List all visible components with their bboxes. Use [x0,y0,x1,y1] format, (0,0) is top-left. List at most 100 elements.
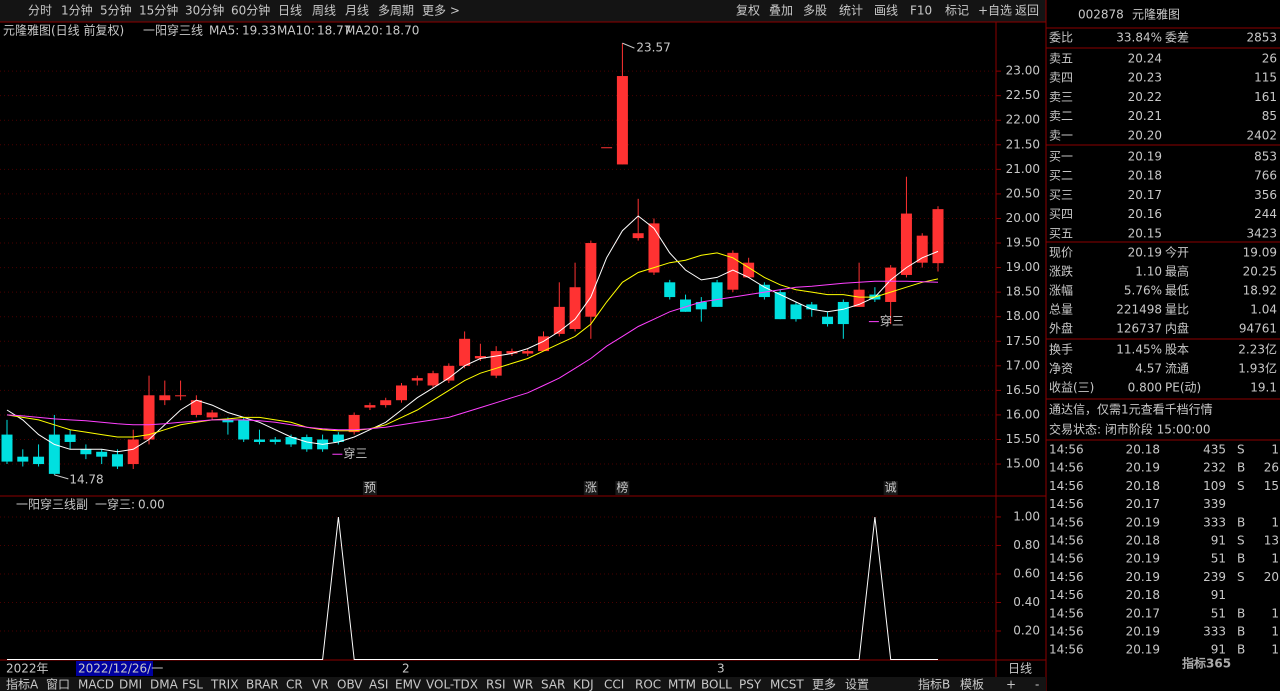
period-button[interactable]: 月线 [345,4,369,18]
toolbar-button[interactable]: 标记 [945,4,969,18]
indicator-tab[interactable]: EMV [395,678,422,691]
toolbar-button[interactable]: 统计 [839,4,863,18]
toolbar-button[interactable]: 复权 [736,4,760,18]
tick-volume: 435 [1203,443,1226,457]
marker-box [883,481,898,495]
indicator-tab[interactable]: TRIX [210,678,238,691]
volume: 85 [1262,109,1277,123]
value: 20.25 [1243,265,1277,279]
indicator-tab[interactable]: OBV [337,678,363,691]
period-button[interactable]: 分时 [28,4,52,18]
period-button[interactable]: 15分钟 [139,3,178,18]
indicator-tab[interactable]: - [1035,678,1039,691]
indicator-tab[interactable]: 更多 [812,678,836,691]
indicator-tab[interactable]: KDJ [573,678,594,691]
legend-name: 一穿三: [95,497,135,512]
stock-code: 002878 [1078,8,1124,22]
tick-price: 20.19 [1126,515,1160,529]
tick-price: 20.19 [1126,643,1160,657]
period-button[interactable]: 60分钟 [231,3,270,18]
tick-count: 1 [1271,443,1279,457]
tick-count: 1 [1271,643,1279,657]
indicator-tab[interactable]: 设置 [845,678,869,691]
legend-name: MA5: [209,24,239,38]
price: 20.20 [1128,128,1162,142]
indicator-name: 一阳穿三线副 [16,497,88,512]
indicator-tab[interactable]: BOLL [701,678,732,691]
period-button[interactable]: 日线 [278,4,302,18]
label: 卖五 [1049,52,1073,66]
period-button[interactable]: 5分钟 [100,3,132,18]
indicator-tab[interactable]: FSL [182,678,203,691]
stock-name: 元隆雅图 [1132,7,1180,22]
label: 委比 [1049,31,1073,45]
candle-body [380,400,392,406]
period-button[interactable]: 周线 [312,4,336,18]
candle-body [1,434,13,462]
toolbar-button[interactable]: 叠加 [769,4,793,18]
candle-body [853,289,865,307]
indicator-tab[interactable]: ROC [635,678,661,691]
period-button[interactable]: 30分钟 [185,3,224,18]
label: 卖二 [1049,109,1073,123]
toolbar-button[interactable]: F10 [910,4,932,18]
indicator-tab[interactable]: MACD [78,678,114,691]
indicator-tab[interactable]: VOL-TDX [426,678,478,691]
y-tick-label: 0.80 [1013,538,1040,552]
tick-time: 14:56 [1049,552,1084,566]
toolbar-button[interactable]: 画线 [874,4,898,18]
candle-body [190,400,202,415]
ma-line [6,280,939,431]
indicator-tab[interactable]: RSI [486,678,506,691]
indicator-tab[interactable]: VR [312,678,329,691]
indicator-tab[interactable]: 指标A [6,677,39,691]
tick-time: 14:56 [1049,570,1084,584]
candle-body [17,456,29,462]
indicator-tab[interactable]: 窗口 [46,678,70,691]
indicator-tab[interactable]: PSY [739,678,762,691]
tick-time: 14:56 [1049,643,1084,657]
signal-marker: 诚 [885,481,897,495]
tick-time: 14:56 [1049,625,1084,639]
indicator-tab[interactable]: 模板 [960,678,984,691]
indicator-tab[interactable]: CR [286,678,303,691]
toolbar-button[interactable]: +自选 [978,4,1012,18]
indicator-tab[interactable]: MTM [668,678,696,691]
indicator-tab[interactable]: 指标B [918,677,950,691]
volume: 3423 [1246,226,1277,240]
tick-price: 20.18 [1126,443,1160,457]
toolbar-button[interactable]: 返回 [1015,4,1039,18]
candle-body [238,419,250,440]
indicator-tab[interactable]: DMI [119,678,142,691]
indicator-tab[interactable]: BRAR [246,678,279,691]
candle-body [111,454,123,467]
label: 总量 [1049,303,1073,317]
indicator-tab[interactable]: WR [513,678,533,691]
tick-price: 20.18 [1126,588,1160,602]
legend-value: 0.00 [138,498,165,512]
candle-body [253,439,265,442]
period-button[interactable]: 多周期 [378,4,414,18]
period-button[interactable]: 更多 > [422,4,460,18]
indicator-tab[interactable]: MCST [770,678,804,691]
indicator-tab[interactable]: SAR [541,678,565,691]
candle-body [301,437,313,450]
candle-body [64,434,76,442]
price: 20.24 [1128,52,1162,66]
value: 94761 [1239,322,1277,336]
promo-link[interactable]: 通达信，仅需1元查看千档行情 [1049,403,1213,417]
price: 20.16 [1128,207,1162,221]
tick-price: 20.18 [1126,534,1160,548]
indicator-tab[interactable]: ASI [369,678,388,691]
value: 33.84% [1116,31,1162,45]
volume: 356 [1254,188,1277,202]
value: 1.10 [1135,265,1162,279]
indicator-tab[interactable]: DMA [150,678,179,691]
indicator-tab[interactable]: CCI [604,678,624,691]
value: 126737 [1116,322,1162,336]
period-button[interactable]: 1分钟 [61,3,93,18]
toolbar-button[interactable]: 多股 [803,4,827,18]
indicator-tab[interactable]: + [1006,678,1016,691]
candle-body [932,209,944,264]
